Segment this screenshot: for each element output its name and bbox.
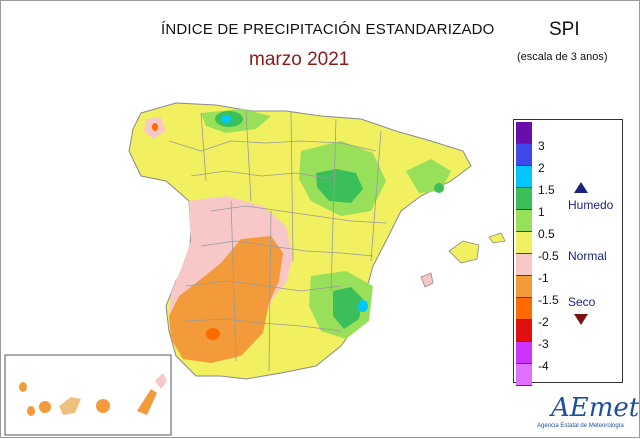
legend-swatch <box>516 254 532 276</box>
legend-tick: 3 <box>538 139 545 153</box>
canary-island <box>27 406 35 416</box>
legend-tick: 2 <box>538 161 545 175</box>
map-title: ÍNDICE DE PRECIPITACIÓN ESTANDARIZADO <box>161 21 495 38</box>
dark-dry-spot-galicia <box>152 123 158 131</box>
province-borders <box>168 110 387 372</box>
green-zone-southeast <box>333 287 363 329</box>
canary-island <box>96 399 110 413</box>
legend-colorbar <box>516 122 532 386</box>
map-subtitle: marzo 2021 <box>249 49 350 70</box>
legend-swatch <box>516 276 532 298</box>
canary-island <box>155 373 167 389</box>
legend-tick: 1 <box>538 205 545 219</box>
canary-island <box>39 401 51 413</box>
legend-tick: -3 <box>538 337 549 351</box>
legend-category-wet: Humedo <box>568 198 614 212</box>
cyan-spot-north <box>221 115 231 123</box>
legend-swatch <box>516 232 532 254</box>
green-zone-catalonia <box>434 183 444 193</box>
legend-category-dry: Seco <box>568 295 596 309</box>
green-zone-ebro <box>316 169 363 203</box>
canary-island <box>59 397 81 415</box>
legend-tick: 1.5 <box>538 183 555 197</box>
legend-tick: -1 <box>538 271 549 285</box>
legend-tick: -4 <box>538 359 549 373</box>
legend-swatch <box>516 320 532 342</box>
legend-swatch <box>516 144 532 166</box>
logo-agency: Agencia Estatal de Meteorología <box>537 423 624 429</box>
legend-swatch <box>516 122 532 144</box>
index-label: SPI <box>549 19 580 40</box>
legend-tick: -1.5 <box>538 293 559 307</box>
legend-swatch <box>516 298 532 320</box>
legend-swatch <box>516 210 532 232</box>
legend-swatch <box>516 364 532 386</box>
legend-category-normal: Normal <box>568 249 607 263</box>
legend-swatch <box>516 342 532 364</box>
legend-tick: 0.5 <box>538 227 555 241</box>
cyan-spot-east <box>358 300 368 312</box>
dark-dry-spot-south <box>206 328 220 340</box>
dry-zone-southwest <box>169 236 283 363</box>
legend-swatch <box>516 188 532 210</box>
legend-swatch <box>516 166 532 188</box>
canary-inset-frame <box>4 354 172 436</box>
legend-tick: -2 <box>538 315 549 329</box>
legend-tick: -0.5 <box>538 249 559 263</box>
canary-island <box>19 382 27 392</box>
balearic-mallorca <box>448 240 480 264</box>
spi-legend: 3 2 1.5 1 0.5 -0.5 -1 -1.5 -2 -3 -4 Hume… <box>513 119 623 386</box>
scale-note: (escala de 3 anos) <box>517 51 608 63</box>
dry-arrow-icon <box>574 314 588 325</box>
logo-brand: AEmet <box>551 393 640 423</box>
aemet-logo: AEmet Agencia Estatal de Meteorología <box>537 393 639 433</box>
wet-arrow-icon <box>574 182 588 193</box>
balearic-ibiza <box>420 272 434 288</box>
balearic-menorca <box>488 232 506 244</box>
canary-island <box>137 389 157 415</box>
